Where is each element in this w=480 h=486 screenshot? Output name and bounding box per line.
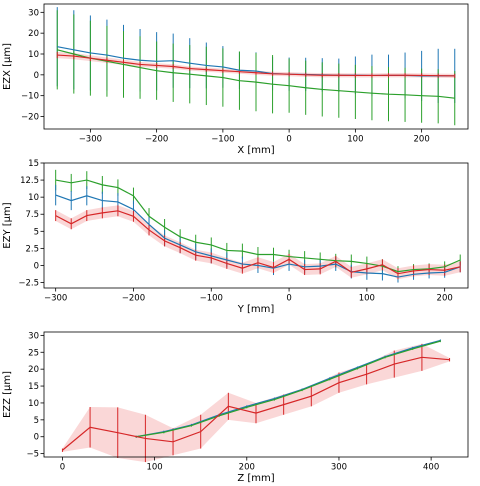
ezy-xtick-label-2: −100	[200, 294, 223, 304]
panel-ezz-ticks: 0 100 200 300 400 −5 0 5 10 15 20 25 30	[26, 331, 439, 472]
ezy-ytick-label-3: 5	[34, 227, 39, 237]
ezy-xtick-label-4: 100	[359, 294, 375, 304]
ezy-xtick-label-5: 200	[437, 294, 453, 304]
ezx-xtick-label-4: 100	[347, 135, 363, 145]
ezz-xtick-label-4: 400	[423, 463, 439, 473]
panel-ezx-xlabel: X [mm]	[237, 145, 274, 156]
panel-ezy-xlabel: Y [mm]	[237, 304, 275, 315]
ezz-ytick-label-6: 25	[28, 348, 39, 358]
ezy-ytick-label-6: 12.5	[20, 176, 39, 186]
ezz-series-red-line	[62, 356, 450, 451]
ezy-ytick-label-5: 10	[28, 193, 39, 203]
ezx-xtick-label-3: 0	[286, 135, 291, 145]
panel-ezz-ylabel: EZZ [μm]	[2, 371, 13, 418]
ezz-xtick-label-1: 100	[146, 463, 162, 473]
ezz-ytick-label-5: 20	[28, 365, 39, 375]
ezx-ytick-label-2: 0	[34, 71, 39, 81]
ezz-ytick-label-3: 10	[28, 399, 39, 409]
panel-ezy-lines	[55, 179, 461, 278]
ezx-ytick-label-3: 10	[28, 50, 39, 60]
panel-ezz-lines	[62, 339, 450, 451]
panel-ezy: −300 −200 −100 0 100 200−2.502.557.51012.515 …	[2, 159, 469, 315]
ezy-series-green-line	[55, 179, 461, 273]
ezz-xtick-label-0: 0	[60, 463, 65, 473]
ezz-xtick-label-2: 200	[239, 463, 255, 473]
panel-ezz-xlabel: Z [mm]	[237, 473, 274, 484]
ezx-xtick-label-1: −200	[145, 135, 168, 145]
ezy-ytick-label-2: 2.5	[25, 244, 39, 254]
panel-ezy-ylabel: EZY [μm]	[2, 202, 13, 248]
ezy-series-red-line	[55, 210, 461, 275]
panel-ezx-frame	[43, 3, 469, 130]
panel-ezx-ylabel: EZX [μm]	[2, 43, 13, 90]
panel-ezy-ticks: −300 −200 −100 0 100 200 −2.5 0 2.5 5 7.5 10 12.5 15	[18, 159, 452, 304]
ezy-series-blue-line	[55, 194, 461, 278]
ezx-series-green-line	[57, 49, 455, 99]
ezz-ytick-label-1: 0	[34, 433, 39, 443]
ezx-xtick-label-2: −100	[211, 135, 234, 145]
ezy-ytick-label-7: 15	[28, 159, 39, 169]
ezz-ytick-label-0: −5	[26, 450, 39, 460]
ezy-ytick-label-1: 0	[34, 261, 39, 271]
ezz-series-blue-line	[136, 339, 441, 438]
ezy-ytick-label-0: −2.5	[18, 279, 39, 289]
ezz-ytick-label-2: 5	[34, 416, 39, 426]
ezy-xtick-label-0: −300	[44, 294, 67, 304]
ezx-ytick-label-0: −20	[21, 113, 39, 123]
panel-ezz: 0 100 200 300 400 −5 0 5 10 15 20 25 30 Z [mm] EZZ […	[2, 331, 469, 484]
ezy-xtick-label-3: 0	[286, 294, 291, 304]
ezx-ytick-label-1: −10	[21, 92, 39, 102]
panel-ezy-frame	[43, 162, 469, 289]
ezx-series-red-line	[57, 54, 455, 77]
ezx-xtick-label-0: −300	[79, 135, 102, 145]
ezy-ytick-label-4: 7.5	[25, 210, 39, 220]
ezx-ytick-label-4: 20	[28, 29, 39, 39]
ezy-xtick-label-1: −200	[122, 294, 145, 304]
panel-ezz-frame	[43, 331, 469, 458]
ezz-ytick-label-4: 15	[28, 382, 39, 392]
ezz-xtick-label-3: 300	[331, 463, 347, 473]
ezx-xtick-label-5: 200	[414, 135, 430, 145]
panel-ezx-lines	[57, 46, 455, 99]
ezx-ytick-label-5: 30	[28, 8, 39, 18]
ezz-series-green-line	[136, 340, 441, 438]
ezz-ytick-label-7: 30	[28, 331, 39, 341]
